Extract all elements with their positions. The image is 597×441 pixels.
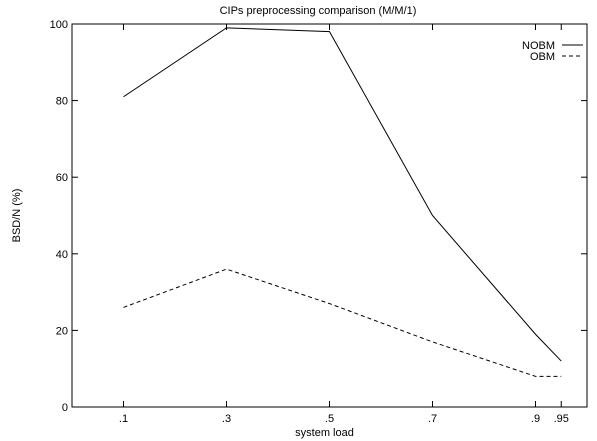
x-axis-label: system load	[295, 427, 354, 439]
y-axis-label: BSD/N (%)	[11, 189, 23, 243]
y-tick-label: 20	[56, 325, 68, 337]
chart-title: CIPs preprocessing comparison (M/M/1)	[220, 5, 417, 17]
x-tick-label: .1	[119, 413, 128, 425]
axis-ticks: 0 20 40 60 80 100 .1 .3 .5 .7 .9 .95	[50, 19, 587, 425]
y-tick-label: 60	[56, 172, 68, 184]
series-layer	[123, 27, 562, 377]
x-tick-label: .5	[325, 413, 334, 425]
y-tick-label: 100	[50, 19, 68, 31]
y-tick-label: 80	[56, 96, 68, 108]
y-tick-label: 0	[62, 402, 68, 414]
plot-frame	[71, 23, 588, 408]
x-tick-label: .7	[428, 413, 437, 425]
legend-label-obm: OBM	[530, 51, 555, 63]
x-tick-label: .95	[554, 413, 569, 425]
series-line-obm	[123, 268, 562, 377]
y-tick-label: 40	[56, 249, 68, 261]
x-tick-label: .3	[222, 413, 231, 425]
series-line-nobm	[123, 27, 562, 362]
x-tick-label: .9	[531, 413, 540, 425]
legend-label-nobm: NOBM	[522, 40, 555, 52]
